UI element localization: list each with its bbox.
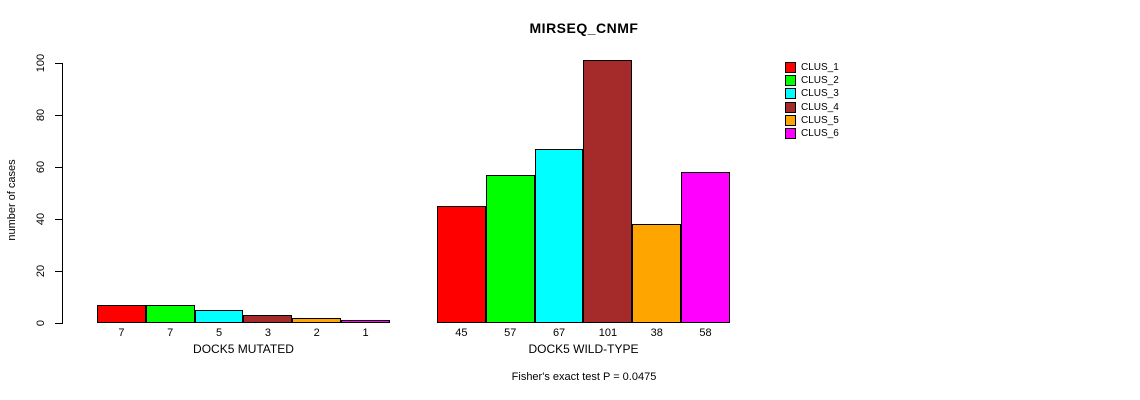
bar bbox=[97, 304, 146, 323]
legend-swatch bbox=[785, 128, 796, 140]
bar bbox=[681, 172, 730, 323]
legend-item: CLUS_1 bbox=[785, 61, 839, 74]
bar-value-label: 5 bbox=[216, 327, 223, 339]
bar bbox=[534, 148, 584, 323]
y-axis bbox=[62, 63, 63, 324]
legend: CLUS_1 CLUS_2 CLUS_3 CLUS_4 CLUS_5 CLUS_6 bbox=[785, 61, 839, 140]
y-tick-label: 20 bbox=[35, 264, 47, 278]
legend-swatch bbox=[785, 75, 796, 87]
bar bbox=[243, 315, 293, 323]
stat-annotation: Fisher's exact test P = 0.0475 bbox=[511, 371, 657, 383]
bar-value-label: 57 bbox=[504, 327, 517, 339]
y-tick bbox=[55, 271, 62, 272]
legend-swatch bbox=[785, 88, 796, 100]
bar-value-label: 58 bbox=[699, 327, 712, 339]
y-tick bbox=[55, 115, 62, 116]
chart-title: MIRSEQ_CNMF bbox=[529, 20, 639, 36]
y-tick-label: 80 bbox=[35, 108, 47, 122]
y-tick-label: 0 bbox=[35, 319, 47, 327]
legend-item: CLUS_2 bbox=[785, 74, 839, 87]
legend-label: CLUS_1 bbox=[801, 62, 839, 74]
bar-value-label: 3 bbox=[264, 327, 271, 339]
y-tick bbox=[55, 323, 62, 324]
bar-value-label: 7 bbox=[167, 327, 174, 339]
bar-value-label: 2 bbox=[313, 327, 320, 339]
group-label: DOCK5 MUTATED bbox=[193, 342, 294, 356]
bar bbox=[437, 206, 486, 323]
legend-label: CLUS_4 bbox=[801, 101, 839, 113]
bar-value-label: 38 bbox=[650, 327, 663, 339]
y-tick bbox=[55, 63, 62, 64]
bar-value-label: 45 bbox=[455, 327, 468, 339]
legend-label: CLUS_2 bbox=[801, 75, 839, 87]
bar bbox=[194, 310, 244, 323]
bar-value-label: 101 bbox=[598, 327, 618, 339]
legend-item: CLUS_4 bbox=[785, 101, 839, 114]
bar bbox=[292, 317, 342, 323]
bar-value-label: 1 bbox=[362, 327, 369, 339]
group-label: DOCK5 WILD-TYPE bbox=[528, 342, 639, 356]
bar-value-label: 7 bbox=[118, 327, 125, 339]
legend-swatch bbox=[785, 101, 796, 113]
bar bbox=[583, 60, 633, 323]
legend-swatch bbox=[785, 62, 796, 74]
y-tick bbox=[55, 167, 62, 168]
bar bbox=[485, 174, 535, 323]
y-tick-label: 100 bbox=[35, 53, 47, 73]
legend-item: CLUS_6 bbox=[785, 127, 839, 140]
bar bbox=[145, 304, 195, 323]
bar bbox=[632, 224, 682, 323]
bar-value-label: 67 bbox=[552, 327, 566, 339]
legend-label: CLUS_5 bbox=[801, 114, 839, 126]
legend-swatch bbox=[785, 114, 796, 126]
bar bbox=[341, 320, 390, 323]
legend-item: CLUS_3 bbox=[785, 87, 839, 100]
legend-item: CLUS_5 bbox=[785, 114, 839, 127]
legend-label: CLUS_6 bbox=[801, 128, 839, 140]
y-tick-label: 40 bbox=[35, 212, 47, 226]
y-axis-label: number of cases bbox=[6, 159, 18, 241]
y-tick bbox=[55, 219, 62, 220]
y-tick-label: 60 bbox=[35, 160, 47, 174]
legend-label: CLUS_3 bbox=[801, 88, 839, 100]
